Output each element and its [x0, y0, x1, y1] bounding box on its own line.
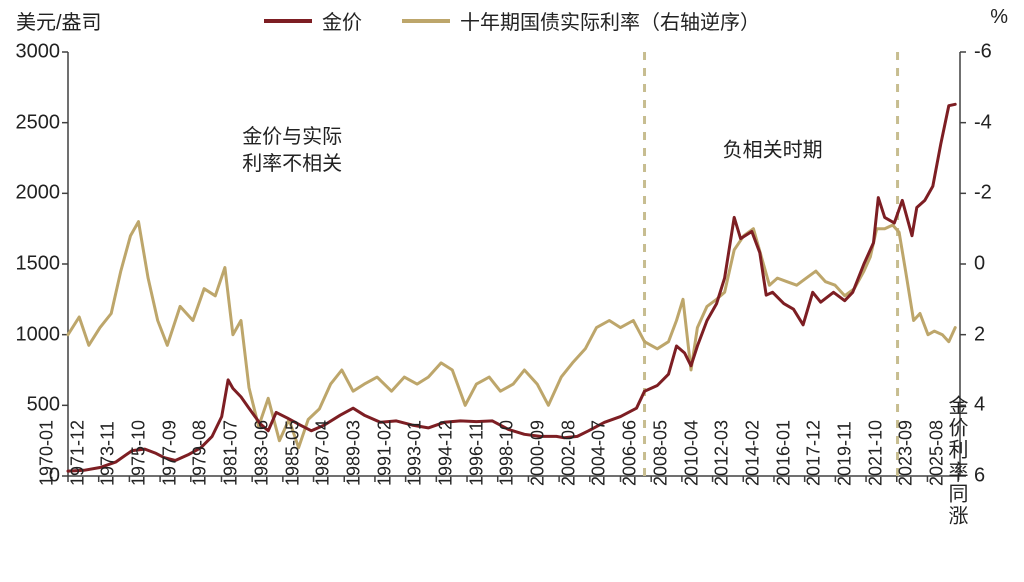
gold-vs-real-rate-chart: 美元/盎司 % 金价 十年期国债实际利率（右轴逆序） 0500100015002… [0, 0, 1024, 582]
legend-label-rate: 十年期国债实际利率（右轴逆序） [460, 6, 760, 35]
x-tick: 2023-09 [896, 420, 917, 486]
y-left-tick: 1000 [0, 323, 60, 346]
y-left-tick: 2000 [0, 182, 60, 205]
x-tick: 2019-11 [835, 421, 856, 486]
legend: 金价 十年期国债实际利率（右轴逆序） [0, 6, 1024, 35]
y-right-tick: -4 [974, 111, 1024, 134]
x-tick: 1979-08 [190, 420, 211, 486]
x-tick: 2014-02 [742, 420, 763, 486]
x-tick: 1994-12 [436, 420, 457, 486]
x-tick: 2006-06 [620, 420, 641, 486]
x-tick: 2000-09 [528, 420, 549, 486]
y-right-tick: 0 [974, 253, 1024, 276]
y-right-tick: -6 [974, 41, 1024, 64]
x-tick: 2021-10 [865, 420, 886, 486]
legend-item-rate: 十年期国债实际利率（右轴逆序） [402, 6, 760, 35]
annotation: 金价与实际 利率不相关 [242, 124, 342, 178]
x-tick: 2008-05 [650, 420, 671, 486]
x-tick: 1996-11 [466, 421, 487, 486]
x-tick: 1975-10 [129, 420, 150, 486]
real-rate-line [68, 222, 955, 448]
x-tick: 1983-06 [251, 420, 272, 486]
x-tick: 1970-01 [37, 420, 58, 486]
y-left-tick: 500 [0, 394, 60, 417]
annotation: 负相关时期 [723, 137, 823, 164]
legend-swatch-rate [402, 19, 450, 23]
y-left-tick: 3000 [0, 41, 60, 64]
x-tick: 1977-09 [159, 420, 180, 486]
legend-label-gold: 金价 [322, 6, 362, 35]
x-tick: 1993-01 [405, 420, 426, 486]
x-tick: 2012-03 [712, 420, 733, 486]
x-tick: 1981-07 [221, 420, 242, 486]
x-tick: 1973-11 [98, 421, 119, 486]
x-tick: 1987-04 [313, 420, 334, 486]
y-left-tick: 1500 [0, 253, 60, 276]
x-tick: 1991-02 [374, 420, 395, 486]
x-tick: 2004-07 [589, 420, 610, 486]
x-tick: 2010-04 [681, 420, 702, 486]
x-tick: 1998-10 [497, 420, 518, 486]
x-tick: 2002-08 [558, 420, 579, 486]
legend-item-gold: 金价 [264, 6, 362, 35]
annotation: 金价利率同涨 [942, 395, 969, 527]
y-left-tick: 2500 [0, 111, 60, 134]
y-right-tick: 6 [974, 465, 1024, 488]
x-tick: 1971-12 [67, 420, 88, 486]
x-tick: 1985-05 [282, 420, 303, 486]
x-tick: 1989-03 [343, 420, 364, 486]
y-right-tick: 2 [974, 323, 1024, 346]
y-right-tick: -2 [974, 182, 1024, 205]
legend-swatch-gold [264, 19, 312, 23]
x-tick: 2016-01 [773, 420, 794, 486]
chart-svg [0, 0, 1024, 582]
y-right-tick: 4 [974, 394, 1024, 417]
x-tick: 2017-12 [804, 420, 825, 486]
